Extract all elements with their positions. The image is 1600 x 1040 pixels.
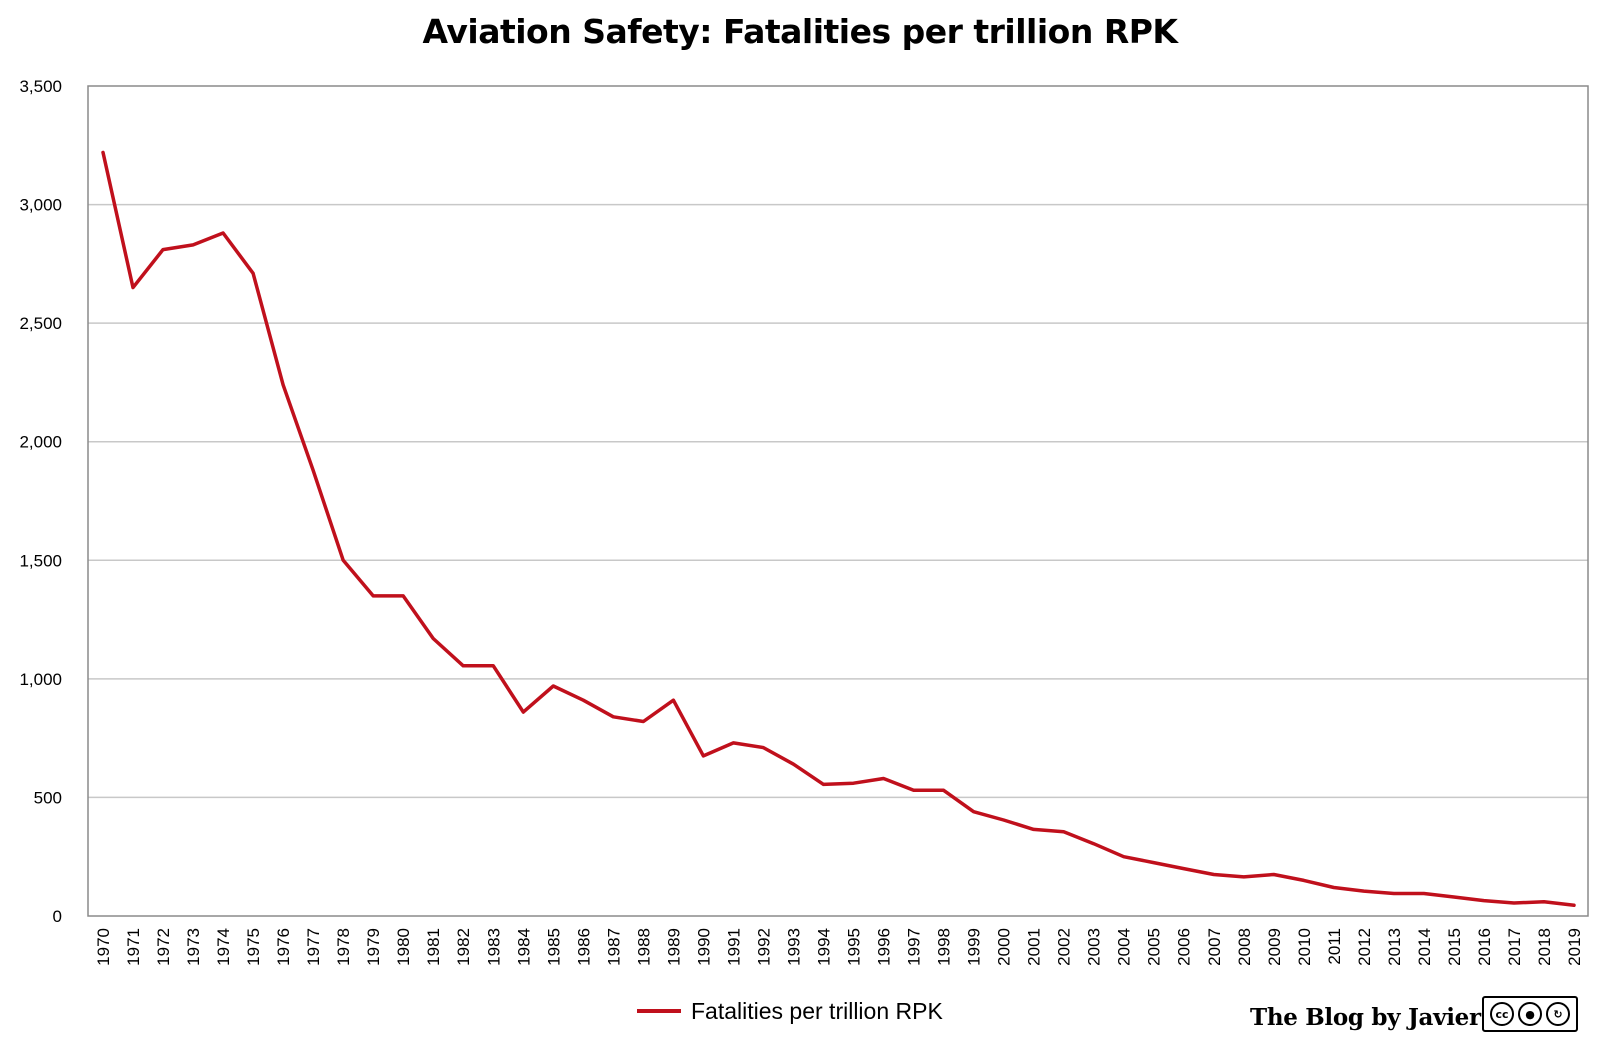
x-tick-label: 1989: [664, 928, 683, 966]
x-tick-label: 1990: [694, 928, 713, 966]
x-tick-label: 2018: [1535, 928, 1554, 966]
x-tick-label: 2015: [1445, 928, 1464, 966]
x-tick-label: 2007: [1205, 928, 1224, 966]
x-tick-label: 1994: [814, 928, 833, 966]
x-axis-ticks: 1970 1971 1972 1973 1974 1975 1976 1977 1978 1979…: [94, 928, 1584, 966]
plot-area: [87, 85, 1589, 917]
sa-icon: ↻: [1546, 1002, 1570, 1026]
y-tick-label: 3,500: [19, 77, 62, 96]
y-axis-ticks: 0 500 1,000 1,500 2,000 2,500 3,000 3,500: [19, 77, 62, 926]
x-tick-label: 1974: [214, 928, 233, 966]
x-tick-label: 2011: [1325, 928, 1344, 965]
x-tick-label: 2012: [1355, 928, 1374, 966]
x-tick-label: 1982: [454, 928, 473, 966]
x-tick-label: 1980: [394, 928, 413, 966]
x-tick-label: 2008: [1235, 928, 1254, 966]
series-line: [101, 150, 1576, 908]
x-tick-label: 2004: [1115, 928, 1134, 966]
x-tick-label: 1977: [304, 928, 323, 966]
x-tick-label: 2006: [1175, 928, 1194, 966]
x-tick-label: 1992: [754, 928, 773, 966]
x-tick-label: 1987: [604, 928, 623, 966]
x-tick-label: 2000: [995, 928, 1014, 966]
x-tick-label: 1986: [574, 928, 593, 966]
x-tick-label: 2013: [1385, 928, 1404, 966]
x-tick-label: 1996: [875, 928, 894, 966]
series-layer: [101, 150, 1576, 908]
x-tick-label: 1999: [965, 928, 984, 966]
x-tick-label: 2014: [1415, 928, 1434, 966]
x-tick-label: 1983: [484, 928, 503, 966]
y-tick-label: 0: [53, 907, 62, 926]
cc-by-sa-badge-icon: cc ● ↻: [1482, 996, 1578, 1032]
y-tick-label: 2,500: [19, 314, 62, 333]
x-tick-label: 1976: [274, 928, 293, 966]
x-tick-label: 1972: [154, 928, 173, 966]
x-tick-label: 2019: [1565, 928, 1584, 966]
y-tick-label: 1,500: [19, 551, 62, 570]
y-tick-label: 500: [34, 788, 62, 807]
x-tick-label: 1997: [905, 928, 924, 966]
x-tick-label: 1973: [184, 928, 203, 966]
x-tick-label: 2017: [1505, 928, 1524, 966]
x-tick-label: 2009: [1265, 928, 1284, 966]
x-tick-label: 2010: [1295, 928, 1314, 966]
x-tick-label: 1971: [124, 928, 143, 966]
x-tick-label: 1993: [784, 928, 803, 966]
y-tick-label: 1,000: [19, 670, 62, 689]
x-tick-label: 1985: [544, 928, 563, 966]
x-tick-label: 2005: [1145, 928, 1164, 966]
chart-title: Aviation Safety: Fatalities per trillion…: [422, 12, 1178, 51]
legend: Fatalities per trillion RPK: [637, 996, 943, 1026]
y-tick-label: 3,000: [19, 196, 62, 215]
x-tick-label: 1978: [334, 928, 353, 966]
gridlines: [88, 203, 1588, 799]
x-tick-label: 2016: [1475, 928, 1494, 966]
legend-label: Fatalities per trillion RPK: [691, 997, 943, 1024]
x-tick-label: 1984: [514, 928, 533, 966]
x-tick-label: 1979: [364, 928, 383, 966]
x-tick-label: 1970: [94, 928, 113, 966]
x-tick-label: 1981: [424, 928, 443, 966]
x-tick-label: 2002: [1055, 928, 1074, 966]
y-tick-label: 2,000: [19, 433, 62, 452]
legend-swatch: [637, 1009, 681, 1013]
x-tick-label: 1998: [935, 928, 954, 966]
x-tick-label: 2001: [1025, 928, 1044, 966]
x-tick-label: 1995: [845, 928, 864, 966]
credit-text: The Blog by Javier: [1250, 1004, 1481, 1031]
cc-icon: cc: [1490, 1002, 1514, 1026]
by-icon: ●: [1518, 1002, 1542, 1026]
x-tick-label: 1988: [634, 928, 653, 966]
x-tick-label: 1991: [724, 928, 743, 966]
x-tick-label: 2003: [1085, 928, 1104, 966]
x-tick-label: 1975: [244, 928, 263, 966]
